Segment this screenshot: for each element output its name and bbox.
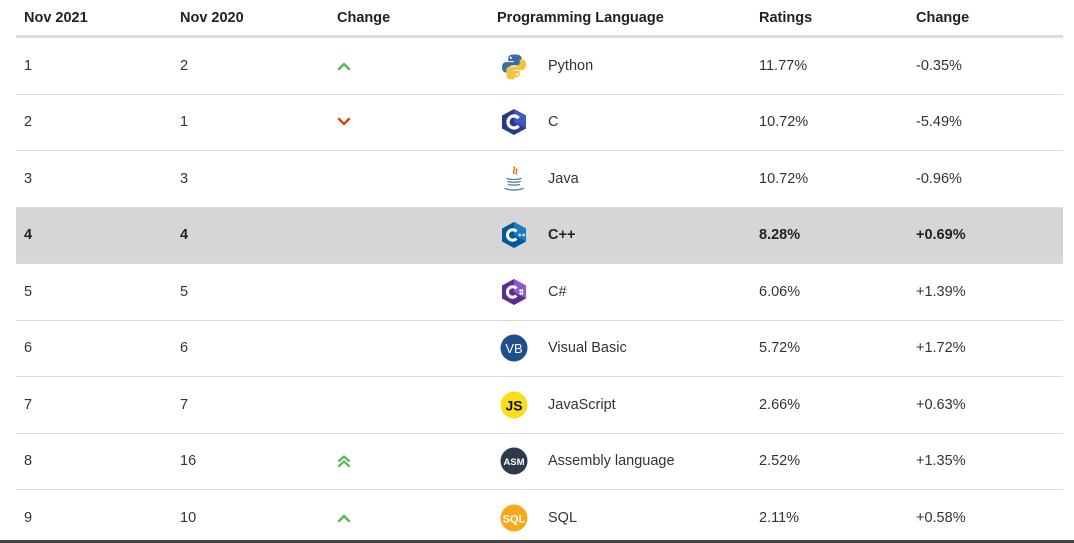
rating-change: -0.96%	[916, 170, 962, 187]
rating-value: 2.11%	[759, 510, 800, 527]
trend-cell	[329, 117, 487, 127]
rank-previous: 16	[180, 453, 197, 470]
rank-current: 1	[24, 57, 33, 74]
language-name[interactable]: SQL	[548, 510, 578, 527]
trend-cell	[329, 513, 487, 523]
table-row: 7 7 JS JavaScript 2.66% +0.63%	[16, 377, 1063, 434]
language-name[interactable]: Visual Basic	[548, 340, 627, 357]
java-logo-icon	[500, 165, 528, 193]
rating-change: +0.63%	[916, 396, 966, 413]
rank-current: 7	[24, 396, 33, 413]
rank-previous: 4	[180, 227, 189, 244]
rank-current: 4	[24, 227, 33, 244]
rank-previous: 5	[180, 283, 189, 300]
rank-previous: 10	[180, 510, 197, 527]
language-name[interactable]: JavaScript	[548, 396, 616, 413]
rating-value: 5.72%	[759, 340, 801, 357]
rank-current: 2	[24, 114, 33, 131]
rating-change: -0.35%	[916, 57, 962, 74]
language-cell: Java	[487, 165, 748, 193]
rank-current: 9	[24, 510, 33, 527]
assembly-logo-icon: ASM	[500, 447, 528, 475]
language-cell: C++	[487, 221, 748, 249]
rating-change: +0.58%	[916, 510, 966, 527]
svg-text:VB: VB	[505, 341, 522, 356]
language-cell: JS JavaScript	[487, 391, 748, 419]
language-ranking-table: Nov 2021 Nov 2020 Change Programming Lan…	[16, 0, 1063, 543]
rating-change: +1.72%	[916, 340, 966, 357]
rating-value: 11.77%	[759, 57, 808, 74]
python-logo-icon	[500, 52, 528, 80]
csharp-logo-icon	[500, 278, 528, 306]
rank-previous: 1	[180, 114, 189, 131]
header-ratings-change[interactable]: Change	[916, 9, 970, 26]
rating-value: 8.28%	[759, 227, 801, 244]
header-change[interactable]: Change	[337, 9, 391, 26]
language-cell: C	[487, 108, 748, 136]
table-header-row: Nov 2021 Nov 2020 Change Programming Lan…	[16, 0, 1063, 38]
header-ratings[interactable]: Ratings	[759, 9, 813, 26]
language-name[interactable]: C++	[548, 227, 576, 244]
table-row: 9 10 SQL SQL 2.11% +0.58%	[16, 490, 1063, 543]
rating-change: -5.49%	[916, 114, 962, 131]
trend-cell	[329, 454, 487, 468]
rating-value: 6.06%	[759, 283, 801, 300]
rank-current: 8	[24, 453, 33, 470]
rating-value: 2.66%	[759, 396, 801, 413]
header-programming-language[interactable]: Programming Language	[497, 9, 664, 26]
language-cell: VB Visual Basic	[487, 334, 748, 362]
table-row: 2 1 C 10.72% -5.49%	[16, 95, 1063, 151]
table-row: 1 2 Python 11.77% -0.35%	[16, 38, 1063, 95]
table-row: 3 3 Java 10.72% -0.96%	[16, 151, 1063, 208]
table-row: 6 6 VB Visual Basic 5.72% +1.72%	[16, 321, 1063, 377]
bottom-divider	[0, 540, 1074, 543]
table-row-highlighted: 4 4 C++ 8.28% +0.69%	[16, 207, 1063, 264]
language-name[interactable]: Java	[548, 170, 579, 187]
visual-basic-logo-icon: VB	[500, 334, 528, 362]
trend-double-up-icon	[337, 454, 487, 468]
table-row: 5 5 C# 6.06% +1.39%	[16, 264, 1063, 321]
javascript-logo-icon: JS	[500, 391, 528, 419]
rank-previous: 7	[180, 396, 189, 413]
svg-text:SQL: SQL	[503, 514, 526, 526]
header-nov-2021[interactable]: Nov 2021	[24, 9, 88, 26]
rank-previous: 6	[180, 340, 189, 357]
c-logo-icon	[500, 108, 528, 136]
rank-current: 6	[24, 340, 33, 357]
trend-up-icon	[337, 61, 487, 71]
rating-change: +0.69%	[916, 227, 966, 244]
rating-value: 2.52%	[759, 453, 801, 470]
language-cell: Python	[487, 52, 748, 80]
table-row: 8 16 ASM Assembly language 2.52% +1.35%	[16, 434, 1063, 490]
rating-value: 10.72%	[759, 170, 809, 187]
svg-text:JS: JS	[505, 397, 522, 413]
rank-current: 3	[24, 170, 33, 187]
language-name[interactable]: Python	[548, 57, 594, 74]
language-cell: ASM Assembly language	[487, 447, 748, 475]
rank-previous: 3	[180, 170, 189, 187]
trend-up-icon	[337, 513, 487, 523]
header-nov-2020[interactable]: Nov 2020	[180, 9, 244, 26]
language-cell: SQL SQL	[487, 504, 748, 532]
rank-previous: 2	[180, 57, 189, 74]
rank-current: 5	[24, 283, 33, 300]
svg-text:ASM: ASM	[503, 457, 524, 468]
rating-change: +1.39%	[916, 283, 966, 300]
rating-change: +1.35%	[916, 453, 966, 470]
trend-down-icon	[337, 117, 487, 127]
cpp-logo-icon	[500, 221, 528, 249]
language-name[interactable]: Assembly language	[548, 453, 675, 470]
trend-cell	[329, 61, 487, 71]
rating-value: 10.72%	[759, 114, 809, 131]
language-name[interactable]: C	[548, 114, 559, 131]
language-cell: C#	[487, 278, 748, 306]
sql-logo-icon: SQL	[500, 504, 528, 532]
language-name[interactable]: C#	[548, 283, 567, 300]
